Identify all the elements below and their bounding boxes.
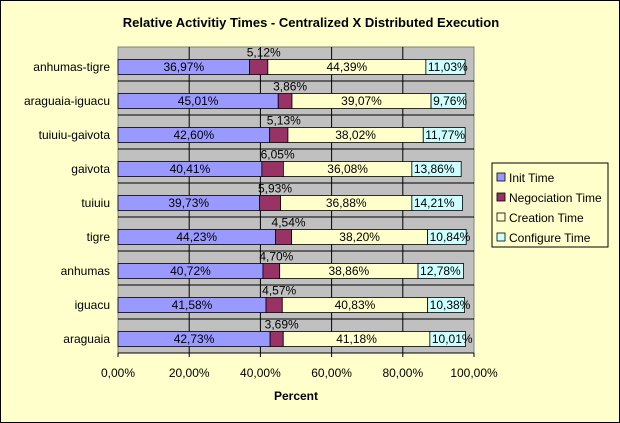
data-label: 36,88% [326, 196, 367, 210]
legend-label: Configure Time [509, 231, 591, 245]
data-label: 3,69% [265, 318, 299, 332]
bar-segment [425, 59, 466, 75]
data-label: 5,93% [258, 182, 292, 196]
category-label: tuiuiu-gaivota [39, 128, 111, 142]
bar-segment [261, 161, 284, 177]
category-label: araguaia-iguacu [24, 94, 110, 108]
data-label: 38,20% [339, 230, 380, 244]
data-label: 4,54% [272, 216, 306, 230]
bar-segment [411, 195, 463, 211]
bar-segment [277, 93, 293, 109]
data-label: 42,73% [174, 332, 215, 346]
data-label: 44,23% [176, 230, 217, 244]
legend-swatch [496, 192, 506, 202]
chart-title: Relative Activitiy Times - Centralized X… [123, 15, 499, 30]
bar-segment [417, 263, 464, 279]
bar-segment [275, 229, 293, 245]
bar-segment [262, 263, 281, 279]
bar-segment [269, 331, 284, 347]
data-label: 3,86% [273, 80, 307, 94]
data-label: 38,02% [335, 128, 376, 142]
data-label: 39,07% [341, 94, 382, 108]
category-label: anhumas [61, 264, 110, 278]
x-tick-label: 100,00% [450, 366, 498, 380]
data-label: 40,83% [335, 298, 376, 312]
data-label: 5,13% [267, 114, 301, 128]
legend-swatch [496, 172, 506, 182]
bar-segment [411, 161, 462, 177]
data-label: 10,38% [430, 298, 471, 312]
data-label: 40,72% [170, 264, 211, 278]
data-label: 10,84% [430, 230, 471, 244]
data-label: 10,01% [432, 332, 473, 346]
data-label: 4,70% [259, 250, 293, 264]
bar-segment [269, 127, 289, 143]
data-label: 44,39% [327, 60, 368, 74]
legend-label: Negociation Time [509, 191, 602, 205]
category-label: iguacu [75, 298, 110, 312]
category-label: araguaia [63, 332, 110, 346]
legend-swatch [496, 212, 506, 222]
data-label: 6,05% [261, 148, 295, 162]
bar-segment [422, 127, 466, 143]
data-label: 42,60% [173, 128, 214, 142]
bar-segment [265, 297, 283, 313]
category-label: tuiuiu [81, 196, 110, 210]
data-label: 13,86% [414, 162, 455, 176]
bar-segment [427, 297, 466, 313]
legend-label: Creation Time [509, 211, 584, 225]
bar-segment [249, 59, 269, 75]
data-label: 11,77% [425, 128, 465, 142]
data-label: 4,57% [262, 284, 296, 298]
data-label: 11,03% [428, 60, 468, 74]
data-label: 5,12% [247, 46, 281, 60]
category-label: anhumas-tigre [33, 60, 110, 74]
bar-segment [259, 195, 281, 211]
x-tick-label: 20,00% [169, 366, 210, 380]
data-label: 39,73% [168, 196, 209, 210]
data-label: 36,97% [163, 60, 204, 74]
x-tick-label: 60,00% [311, 366, 352, 380]
bar-segment [430, 93, 467, 109]
category-label: gaivota [71, 162, 110, 176]
data-label: 36,08% [327, 162, 368, 176]
data-label: 40,41% [170, 162, 211, 176]
legend-label: Init Time [509, 171, 555, 185]
legend-box [491, 162, 609, 248]
data-label: 9,76% [433, 94, 467, 108]
legend-swatch [496, 232, 506, 242]
data-label: 41,18% [336, 332, 377, 346]
x-tick-label: 40,00% [240, 366, 281, 380]
x-tick-label: 0,00% [101, 366, 135, 380]
data-label: 41,58% [172, 298, 213, 312]
bar-segment [427, 229, 467, 245]
bar-segment [429, 331, 466, 347]
data-label: 14,21% [414, 196, 455, 210]
data-label: 12,78% [420, 264, 461, 278]
x-axis-title: Percent [274, 389, 318, 403]
x-tick-label: 80,00% [382, 366, 423, 380]
data-label: 45,01% [178, 94, 219, 108]
data-label: 38,86% [329, 264, 370, 278]
category-label: tigre [87, 230, 111, 244]
